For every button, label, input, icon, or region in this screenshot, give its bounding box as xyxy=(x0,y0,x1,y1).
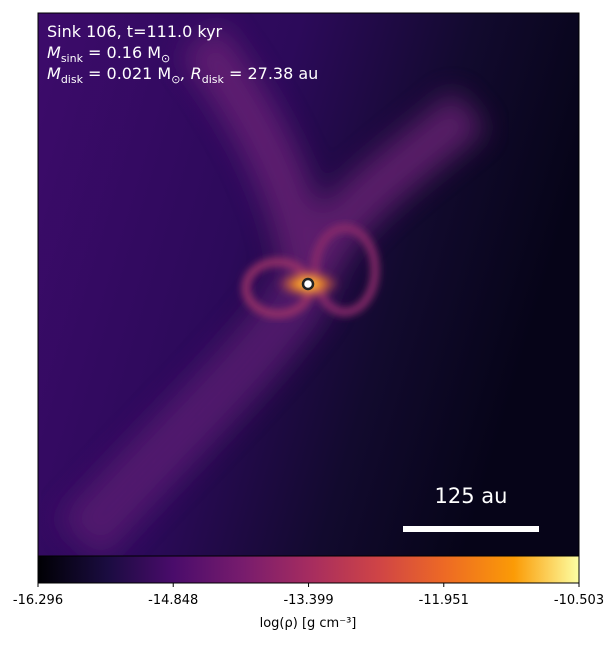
colorbar xyxy=(37,555,580,584)
annotation: Msink = 0.16 M⊙ xyxy=(47,43,170,65)
annotation-part: = 27.38 au xyxy=(224,64,318,83)
annotation-part: ⊙ xyxy=(171,73,180,86)
colorbar-tick-label: -10.503 xyxy=(554,593,604,608)
colorbar-tick-label: -13.399 xyxy=(283,593,333,608)
annotation-part: M xyxy=(47,43,61,62)
colorbar-tick-label: -16.296 xyxy=(13,593,63,608)
annotation-part: Sink 106, t=111.0 kyr xyxy=(47,22,223,41)
scalebar xyxy=(403,526,539,532)
annotation-part: sink xyxy=(61,52,84,65)
annotation-part: = 0.021 M xyxy=(83,64,171,83)
annotation: Sink 106, t=111.0 kyr xyxy=(47,22,223,41)
annotation-part: disk xyxy=(61,73,84,86)
annotation: Mdisk = 0.021 M⊙, Rdisk = 27.38 au xyxy=(47,64,318,86)
colorbar-tick-label: -11.951 xyxy=(419,593,469,608)
sink-marker xyxy=(301,277,315,291)
scalebar-label: 125 au xyxy=(435,484,508,508)
colorbar-tick-label: -14.848 xyxy=(148,593,198,608)
annotation-part: , R xyxy=(180,64,201,83)
annotation-part: = 0.16 M xyxy=(83,43,161,62)
annotation-part: disk xyxy=(202,73,225,86)
density-image xyxy=(38,13,579,556)
annotation-part: M xyxy=(47,64,61,83)
colorbar-label: log(ρ) [g cm⁻³] xyxy=(260,616,357,631)
annotation-part: ⊙ xyxy=(161,52,170,65)
